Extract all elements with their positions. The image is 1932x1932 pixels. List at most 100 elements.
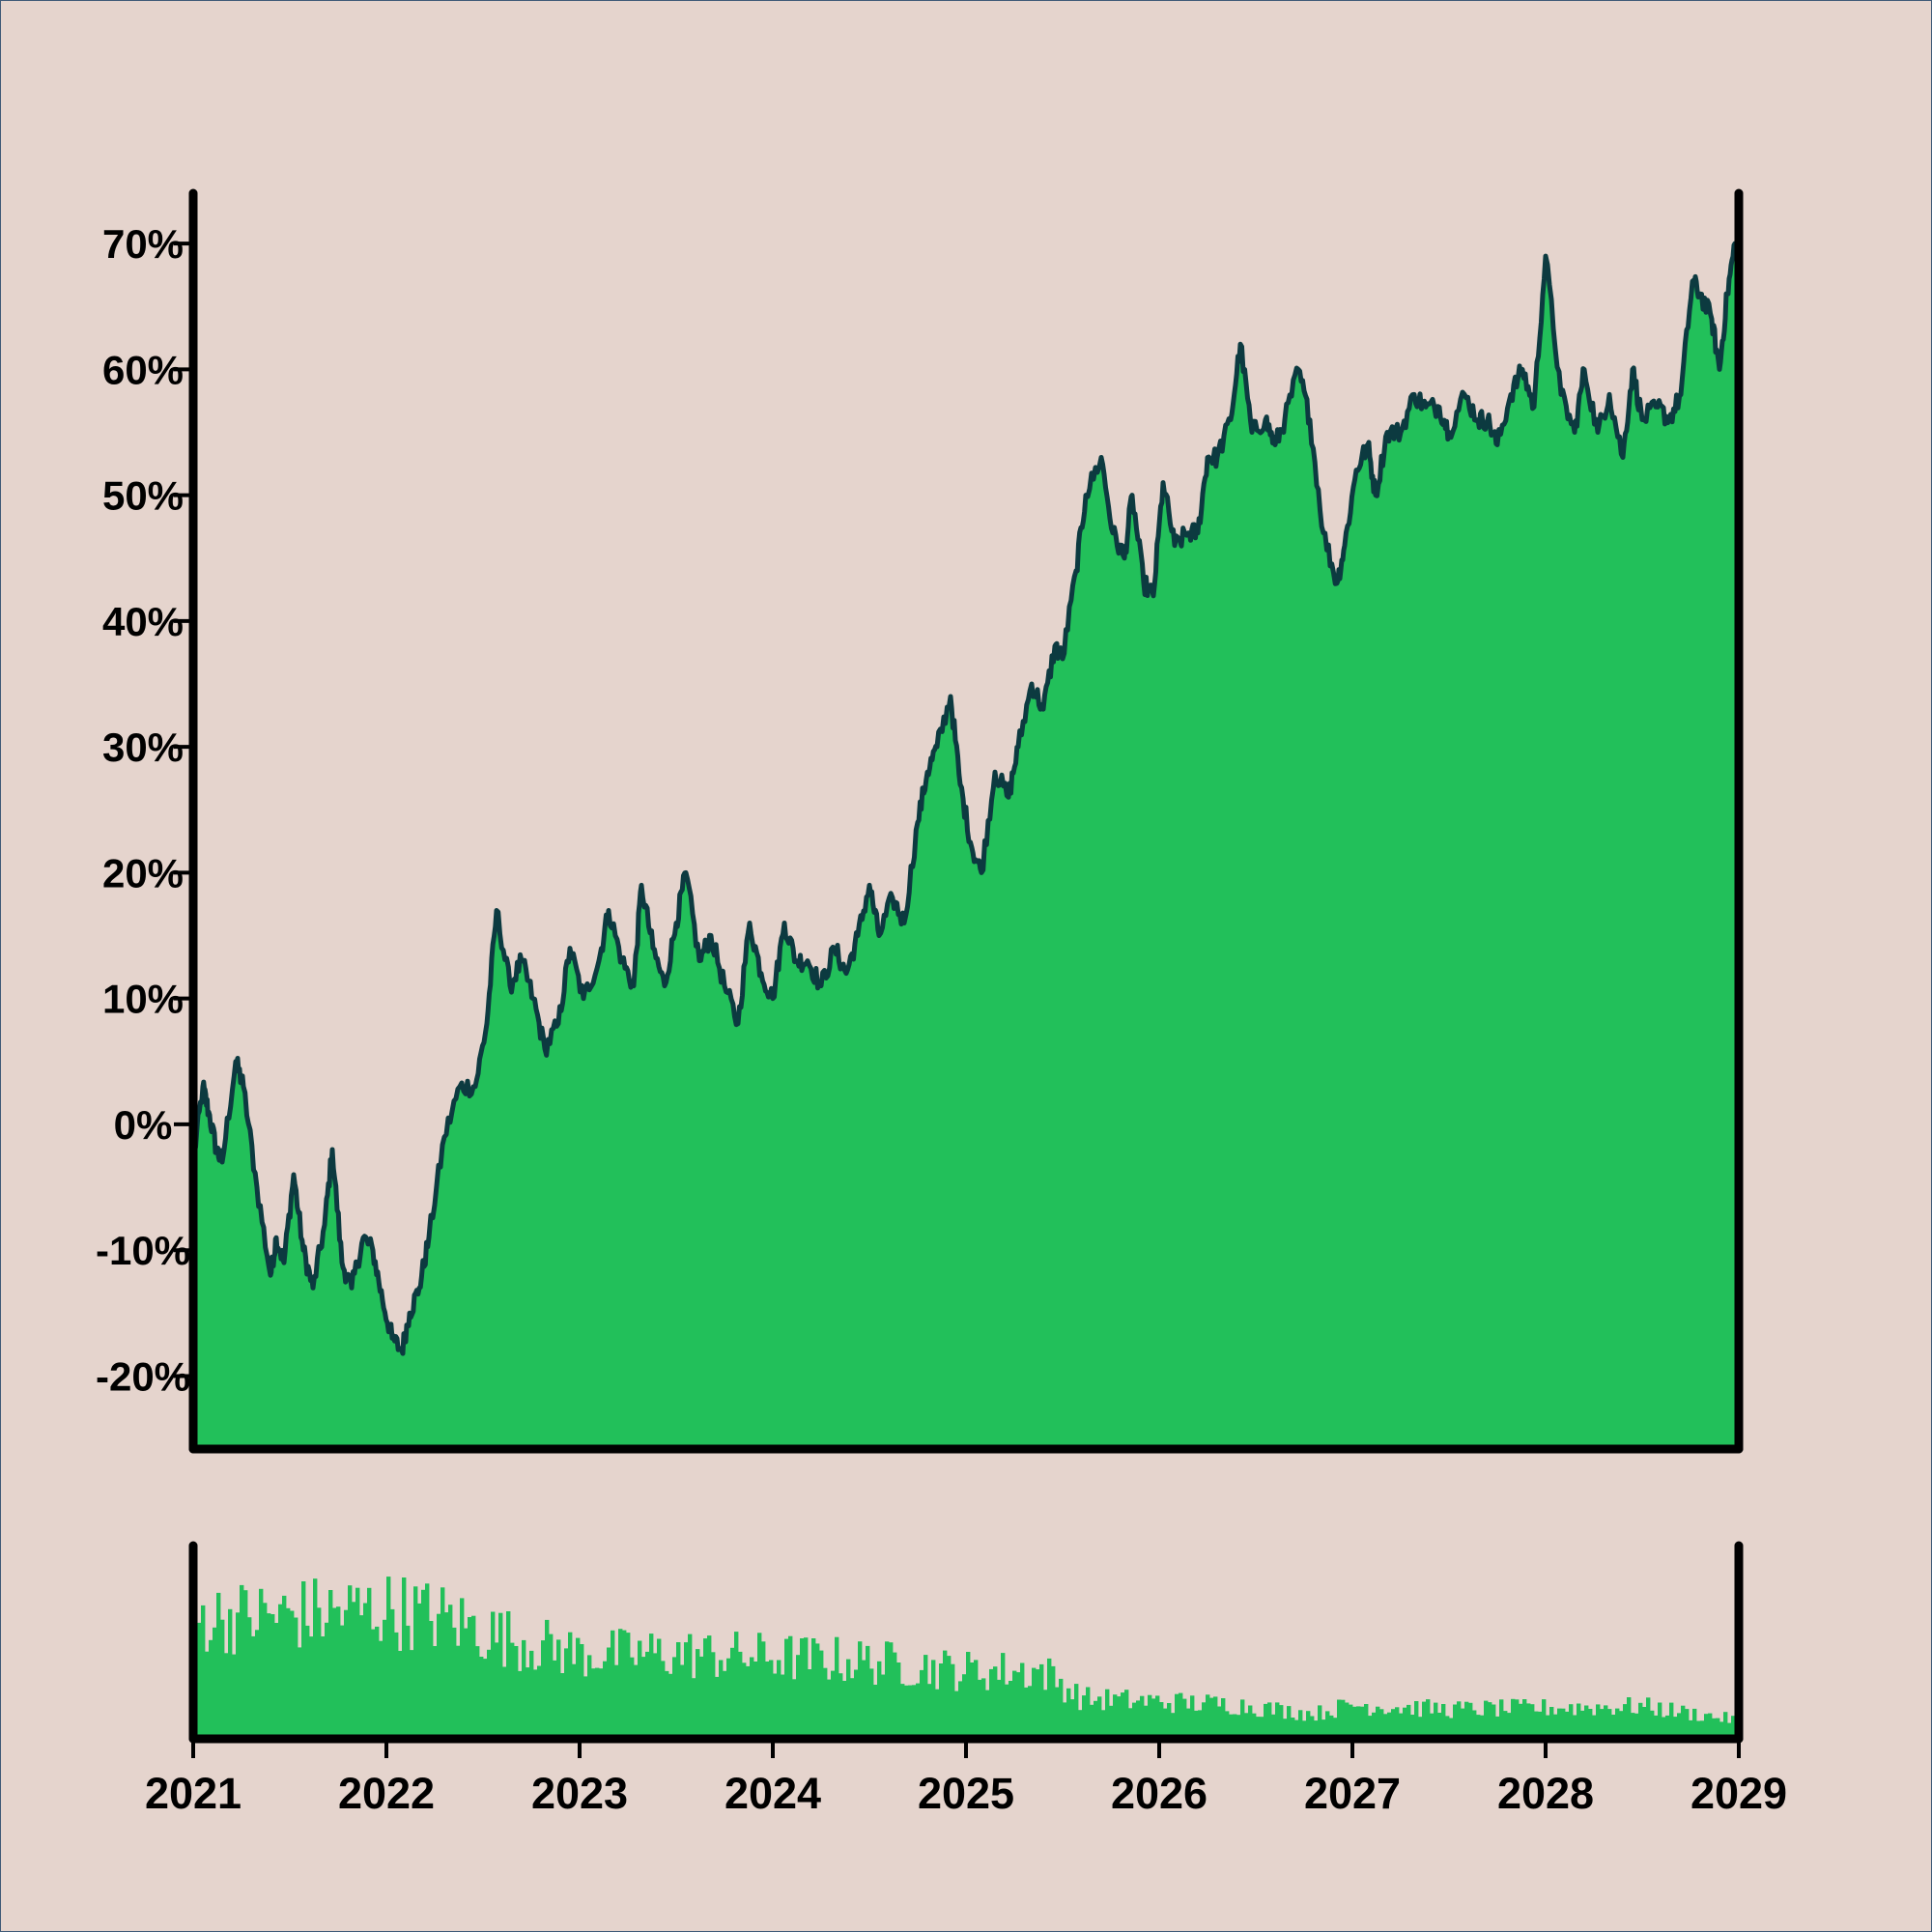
volume-bar [1066, 1688, 1071, 1739]
volume-bar [1094, 1700, 1098, 1739]
volume-bar [838, 1673, 843, 1739]
volume-bar [1526, 1703, 1531, 1739]
volume-bar [506, 1611, 511, 1739]
volume-bar [487, 1649, 492, 1739]
volume-bar [923, 1655, 928, 1739]
volume-bar [1221, 1698, 1226, 1739]
volume-bar [1430, 1713, 1435, 1739]
y-tick-label: 10% [102, 977, 184, 1022]
volume-bar [1368, 1716, 1373, 1739]
volume-bar [862, 1660, 867, 1739]
volume-bar [232, 1654, 237, 1739]
volume-bar [668, 1673, 673, 1739]
volume-bar [483, 1659, 488, 1739]
volume-bar [1546, 1715, 1550, 1739]
volume-bar [433, 1646, 438, 1739]
volume-bar [1144, 1705, 1149, 1739]
volume-bar [309, 1636, 314, 1739]
volume-bar [263, 1603, 268, 1739]
volume-bar [823, 1667, 828, 1739]
volume-bar [877, 1661, 882, 1739]
volume-bar [1619, 1711, 1624, 1739]
x-tick-label: 2027 [1304, 1769, 1401, 1818]
volume-bar [1198, 1710, 1203, 1739]
y-tick-label: 50% [102, 473, 184, 519]
volume-bar [375, 1626, 380, 1739]
volume-bar [1236, 1715, 1241, 1739]
volume-bar [267, 1613, 271, 1739]
volume-bar [1499, 1699, 1504, 1739]
volume-bar [804, 1637, 809, 1739]
volume-bar [1488, 1702, 1492, 1739]
y-tick-label: 40% [102, 599, 184, 644]
volume-bar [1511, 1698, 1516, 1739]
volume-bar [970, 1662, 975, 1739]
volume-bar [781, 1674, 785, 1739]
volume-bar [1379, 1709, 1384, 1739]
volume-bar [1689, 1719, 1693, 1739]
volume-bar [1406, 1704, 1411, 1739]
volume-bar [1708, 1713, 1713, 1739]
volume-bar [1329, 1715, 1334, 1739]
volume-bar [966, 1652, 971, 1739]
volume-bar [379, 1640, 384, 1739]
x-tick-label: 2029 [1690, 1769, 1787, 1818]
volume-bar [769, 1660, 774, 1739]
volume-bar [1105, 1689, 1110, 1739]
volume-bar [1233, 1714, 1237, 1739]
volume-bar [641, 1657, 646, 1739]
volume-bar [344, 1609, 349, 1739]
volume-bar [1020, 1662, 1025, 1739]
volume-bar [460, 1598, 465, 1739]
volume-bar [626, 1633, 631, 1739]
x-axis-ticks: 2021 2022 2023 2024 2025 2026 2027 2028 2029 [145, 1739, 1787, 1818]
volume-bar [719, 1660, 724, 1739]
volume-bar [954, 1690, 959, 1739]
volume-bar [1182, 1698, 1187, 1739]
volume-bar [274, 1623, 279, 1739]
volume-bar [1271, 1714, 1276, 1739]
volume-bar [1426, 1699, 1431, 1739]
volume-bar [1190, 1695, 1195, 1739]
volume-bar [1646, 1697, 1651, 1739]
y-tick-label: 70% [102, 221, 184, 267]
volume-bar [213, 1627, 217, 1739]
volume-bar [1669, 1702, 1674, 1739]
volume-bar [247, 1617, 252, 1739]
volume-bar [1086, 1687, 1091, 1739]
volume-bar [220, 1619, 225, 1739]
volume-bar [228, 1608, 233, 1739]
volume-bar [761, 1641, 766, 1739]
volume-bar [757, 1633, 762, 1739]
volume-bar [734, 1632, 739, 1739]
volume-bar [526, 1667, 530, 1739]
volume-bar [1457, 1701, 1462, 1739]
volume-bar [236, 1612, 241, 1739]
y-tick-label: -20% [96, 1353, 190, 1399]
volume-bar [1159, 1702, 1164, 1739]
volume-bar [321, 1636, 326, 1739]
volume-bar [1306, 1711, 1311, 1739]
volume-bar [1167, 1703, 1172, 1739]
volume-bar [1063, 1702, 1067, 1739]
volume-bar [429, 1621, 434, 1739]
volume-bar [657, 1638, 662, 1739]
volume-bar [1175, 1693, 1179, 1739]
volume-bar [1696, 1720, 1701, 1739]
volume-bar [522, 1639, 526, 1739]
volume-bar [1163, 1708, 1168, 1739]
volume-bar [1716, 1718, 1720, 1739]
volume-bar [564, 1648, 569, 1739]
volume-bar [1252, 1713, 1257, 1739]
volume-bar [1341, 1699, 1346, 1739]
volume-bar [529, 1650, 534, 1739]
volume-bar [1070, 1699, 1075, 1739]
volume-bar [255, 1630, 260, 1739]
volume-bar [912, 1685, 917, 1739]
volume-bar [1039, 1663, 1044, 1739]
volume-bar [1577, 1703, 1581, 1739]
volume-bar [607, 1647, 611, 1739]
volume-bar [916, 1683, 921, 1739]
volume-bar [1256, 1717, 1261, 1739]
volume-bar [1275, 1702, 1280, 1739]
